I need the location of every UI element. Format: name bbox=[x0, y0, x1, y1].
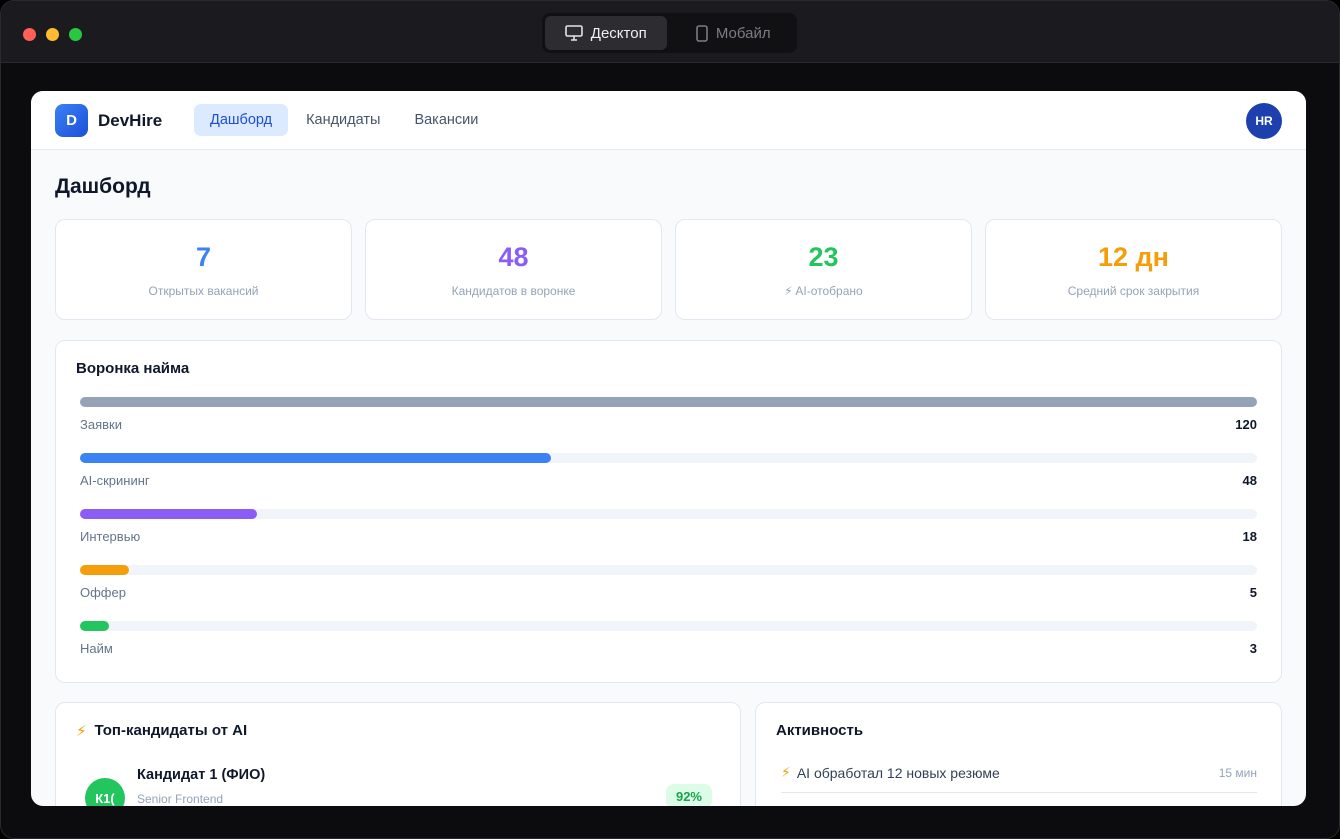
card-title: ⚡ Топ-кандидаты от AI bbox=[76, 722, 247, 740]
title: Топ-кандидаты от AI bbox=[94, 722, 248, 739]
funnel-stage: AI-скрининг 48 bbox=[80, 453, 1257, 488]
stage-row: AI-скрининг 48 bbox=[80, 473, 1257, 488]
stage-row: Оффер 5 bbox=[80, 585, 1257, 600]
logo[interactable]: D bbox=[55, 104, 88, 137]
nav-item[interactable]: Вакансии bbox=[414, 112, 479, 128]
stat-card: 48 Кандидатов в воронке bbox=[365, 219, 662, 320]
card-title: Воронка найма bbox=[76, 360, 190, 377]
stage-row: Интервью 18 bbox=[80, 529, 1257, 544]
icon: ⚡ bbox=[76, 723, 87, 740]
bar bbox=[80, 621, 110, 631]
mobile-icon bbox=[696, 24, 708, 42]
stat-label: ⚡ AI-отобрано bbox=[784, 284, 863, 298]
nav: Дашборд Кандидаты Вакансии bbox=[194, 104, 494, 136]
header: D DevHire Дашборд Кандидаты Вакансии HR bbox=[31, 91, 1306, 150]
app: D DevHire Дашборд Кандидаты Вакансии HR … bbox=[31, 91, 1306, 806]
stat-card: 12 дн Средний срок закрытия bbox=[985, 219, 1282, 320]
stat-label: Кандидатов в воронке bbox=[451, 284, 576, 298]
stage-value: 120 bbox=[1235, 417, 1257, 432]
bar bbox=[80, 453, 551, 463]
stage-label: Оффер bbox=[80, 585, 126, 600]
score-badge: 92% bbox=[665, 784, 712, 806]
bar-track bbox=[80, 621, 1257, 631]
stat-card: 7 Открытых вакансий bbox=[55, 219, 352, 320]
bar bbox=[80, 565, 130, 575]
funnel-stage: Интервью 18 bbox=[80, 509, 1257, 544]
stat-value: 23 bbox=[808, 242, 839, 272]
avatar[interactable]: HR bbox=[1246, 103, 1282, 139]
stage-label: Интервью bbox=[80, 529, 141, 544]
funnel-stage: Оффер 5 bbox=[80, 565, 1257, 600]
stage-row: Заявки 120 bbox=[80, 417, 1257, 432]
nav-item[interactable]: Дашборд bbox=[194, 104, 289, 136]
activity-card: Активность ⚡ AI обработал 12 новых резюм… bbox=[755, 702, 1282, 806]
zoom-button[interactable] bbox=[69, 28, 82, 41]
bar-track bbox=[80, 397, 1257, 407]
title-bar: Десктоп Мобайл bbox=[1, 1, 1339, 63]
minimize-button[interactable] bbox=[46, 28, 59, 41]
card-title: Активность bbox=[776, 722, 864, 739]
stat-value: 7 bbox=[195, 242, 212, 272]
candidate-avatar: К1( bbox=[85, 778, 125, 806]
funnel-stage: Заявки 120 bbox=[80, 397, 1257, 432]
desktop-icon bbox=[564, 25, 583, 41]
stage-row: Найм 3 bbox=[80, 641, 1257, 656]
tab-label: Мобайл bbox=[715, 24, 771, 42]
candidate-name[interactable]: Кандидат 1 (ФИО) bbox=[137, 767, 266, 783]
view-switch: Десктоп Мобайл bbox=[542, 13, 797, 53]
nav-item[interactable]: Кандидаты bbox=[306, 112, 381, 128]
stage-value: 3 bbox=[1249, 641, 1257, 656]
stat-label: Средний срок закрытия bbox=[1067, 284, 1200, 298]
bar-track bbox=[80, 509, 1257, 519]
close-button[interactable] bbox=[23, 28, 36, 41]
stats: 7 Открытых вакансий 48 Кандидатов в воронке… bbox=[55, 219, 1282, 320]
stage-value: 48 bbox=[1242, 473, 1257, 488]
tab[interactable]: Десктоп bbox=[545, 16, 667, 50]
page-title: Дашборд bbox=[55, 175, 151, 198]
stat-value: 12 дн bbox=[1098, 242, 1169, 272]
funnel-stage: Найм 3 bbox=[80, 621, 1257, 656]
tab[interactable]: Мобайл bbox=[673, 16, 795, 50]
stat-card: 23 ⚡ AI-отобрано bbox=[675, 219, 972, 320]
activity-text: AI обработал 12 новых резюме bbox=[796, 764, 1000, 781]
brand: DevHire bbox=[98, 111, 163, 130]
bar-track bbox=[80, 453, 1257, 463]
activity-item: ⚡ AI обработал 12 новых резюме 15 мин bbox=[781, 764, 1257, 793]
icon: ⚡ bbox=[781, 764, 791, 780]
activity-time: 15 мин bbox=[1218, 765, 1257, 780]
bar bbox=[80, 397, 1257, 407]
stage-value: 18 bbox=[1242, 529, 1257, 544]
stage-label: Найм bbox=[80, 641, 113, 656]
funnel-card: Воронка найма Заявки 120 AI-скрининг 48 Инте… bbox=[55, 340, 1282, 683]
candidate-role: Senior Frontend bbox=[137, 792, 224, 806]
stat-label: Открытых вакансий bbox=[148, 284, 259, 298]
tab-label: Десктоп bbox=[590, 24, 647, 42]
stage-label: AI-скрининг bbox=[80, 473, 150, 488]
stage-value: 5 bbox=[1249, 585, 1257, 600]
bar bbox=[80, 509, 257, 519]
stage-label: Заявки bbox=[80, 417, 122, 432]
stat-value: 48 bbox=[498, 242, 529, 272]
top-candidates-card: ⚡ Топ-кандидаты от AI К1( Кандидат 1 (ФИО… bbox=[55, 702, 741, 806]
bar-track bbox=[80, 565, 1257, 575]
